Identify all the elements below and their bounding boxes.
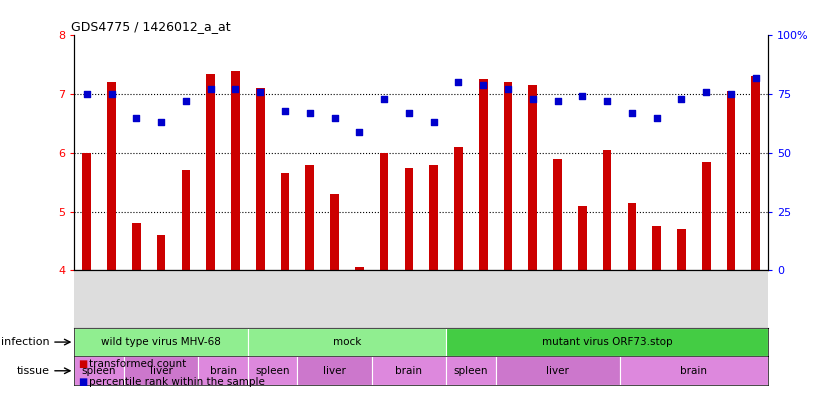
Bar: [446, 356, 496, 385]
Text: brain: brain: [681, 366, 707, 376]
Text: spleen: spleen: [255, 366, 290, 376]
Bar: [578, 206, 586, 270]
Point: [427, 119, 440, 125]
Point: [303, 110, 316, 116]
Point: [675, 95, 688, 102]
Bar: [603, 150, 611, 270]
Point: [377, 95, 391, 102]
Bar: [281, 173, 289, 270]
Text: GDS4775 / 1426012_a_at: GDS4775 / 1426012_a_at: [71, 20, 230, 33]
Point: [328, 114, 341, 121]
Text: spleen: spleen: [82, 366, 116, 376]
Point: [601, 98, 614, 104]
Text: transformed count: transformed count: [89, 360, 187, 369]
Bar: [231, 71, 240, 270]
Bar: [132, 223, 140, 270]
Point: [749, 75, 762, 81]
Point: [254, 88, 267, 95]
Text: wild type virus MHV-68: wild type virus MHV-68: [101, 337, 221, 347]
Point: [80, 91, 93, 97]
Point: [650, 114, 663, 121]
Text: ■: ■: [78, 377, 88, 387]
Bar: [372, 356, 446, 385]
Point: [204, 86, 217, 92]
Text: infection: infection: [1, 337, 50, 347]
Point: [501, 86, 515, 92]
Bar: [430, 165, 438, 270]
Bar: [504, 83, 512, 270]
Point: [278, 107, 292, 114]
Bar: [752, 77, 760, 270]
Bar: [355, 267, 363, 270]
Bar: [248, 356, 297, 385]
Point: [551, 98, 564, 104]
Bar: [653, 226, 661, 270]
Point: [576, 93, 589, 99]
Bar: [620, 356, 768, 385]
Point: [477, 82, 490, 88]
Bar: [529, 85, 537, 270]
Bar: [74, 356, 124, 385]
Text: mock: mock: [333, 337, 361, 347]
Text: tissue: tissue: [17, 366, 50, 376]
Text: mutant virus ORF73.stop: mutant virus ORF73.stop: [542, 337, 672, 347]
Bar: [330, 194, 339, 270]
Text: spleen: spleen: [453, 366, 488, 376]
Bar: [454, 147, 463, 270]
Bar: [198, 356, 248, 385]
Point: [724, 91, 738, 97]
Point: [625, 110, 638, 116]
Point: [105, 91, 118, 97]
Bar: [248, 328, 446, 356]
Text: liver: liver: [323, 366, 346, 376]
Bar: [405, 167, 413, 270]
Point: [700, 88, 713, 95]
Point: [402, 110, 415, 116]
Text: liver: liver: [150, 366, 173, 376]
Text: brain: brain: [396, 366, 422, 376]
Text: liver: liver: [546, 366, 569, 376]
Point: [130, 114, 143, 121]
Point: [179, 98, 192, 104]
Bar: [446, 328, 768, 356]
Bar: [628, 203, 636, 270]
Bar: [83, 153, 91, 270]
Bar: [297, 356, 372, 385]
Bar: [256, 88, 264, 270]
Bar: [306, 165, 314, 270]
Bar: [479, 79, 487, 270]
Point: [229, 86, 242, 92]
Point: [452, 79, 465, 86]
Bar: [124, 356, 198, 385]
Bar: [74, 328, 248, 356]
Text: percentile rank within the sample: percentile rank within the sample: [89, 377, 265, 387]
Text: ■: ■: [78, 360, 88, 369]
Point: [353, 129, 366, 135]
Point: [154, 119, 168, 125]
Bar: [702, 162, 710, 270]
Bar: [182, 171, 190, 270]
Bar: [380, 153, 388, 270]
Bar: [553, 159, 562, 270]
Bar: [206, 73, 215, 270]
Bar: [157, 235, 165, 270]
Bar: [727, 91, 735, 270]
Bar: [677, 229, 686, 270]
Bar: [496, 356, 620, 385]
Text: brain: brain: [210, 366, 236, 376]
Bar: [107, 83, 116, 270]
Point: [526, 95, 539, 102]
